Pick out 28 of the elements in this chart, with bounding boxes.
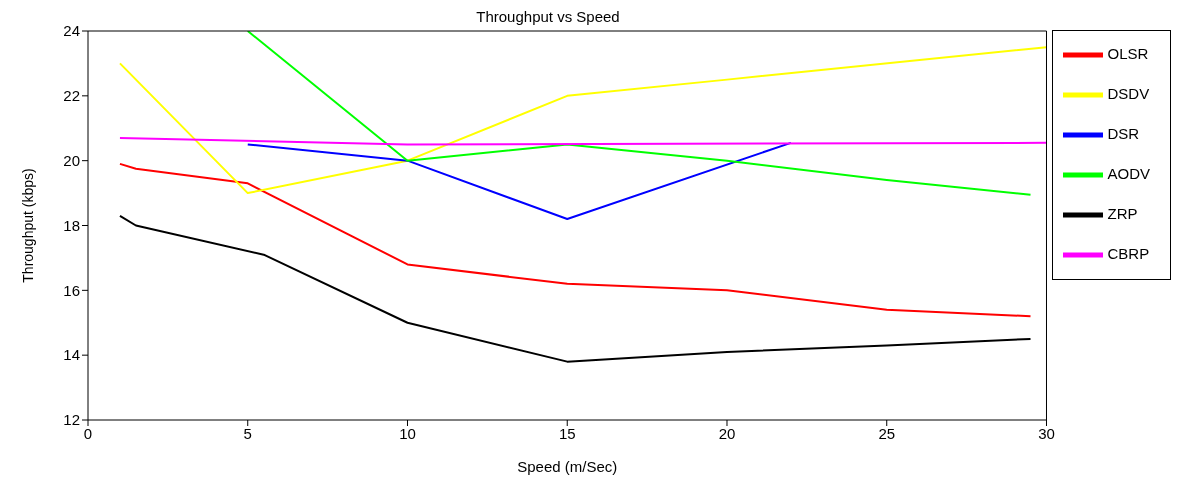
y-axis-title: Throughput (kbps): [19, 168, 36, 283]
y-tick-label: 18: [63, 216, 80, 234]
y-tick-label: 12: [63, 411, 80, 429]
x-tick-label: 5: [243, 424, 252, 442]
x-tick-label: 10: [399, 424, 416, 442]
line-series: [118, 46, 1047, 195]
y-tick-label: 16: [63, 281, 80, 299]
line-series: [246, 141, 792, 221]
chart-title: Throughput vs Speed: [476, 8, 620, 25]
legend-label: DSR: [1107, 124, 1140, 142]
legend-label: AODV: [1107, 164, 1150, 182]
y-tick-label: 14: [63, 346, 80, 364]
y-tick-label: 20: [63, 151, 80, 169]
legend-label: DSDV: [1107, 84, 1150, 102]
y-tick-label: 22: [63, 87, 80, 105]
x-axis-title: Speed (m/Sec): [517, 458, 618, 475]
x-tick-label: 20: [718, 424, 736, 442]
legend-label: CBRP: [1107, 244, 1150, 262]
legend-label: ZRP: [1107, 204, 1138, 222]
x-tick-label: 25: [878, 424, 896, 442]
y-tick-label: 24: [63, 22, 80, 40]
x-tick-label: 0: [83, 424, 93, 442]
x-tick-label: 15: [558, 424, 576, 442]
legend-label: OLSR: [1107, 44, 1149, 62]
line-series: [246, 31, 1032, 196]
x-tick-label: 30: [1038, 424, 1055, 442]
line-series: [118, 162, 1032, 318]
line-series: [118, 214, 1032, 363]
